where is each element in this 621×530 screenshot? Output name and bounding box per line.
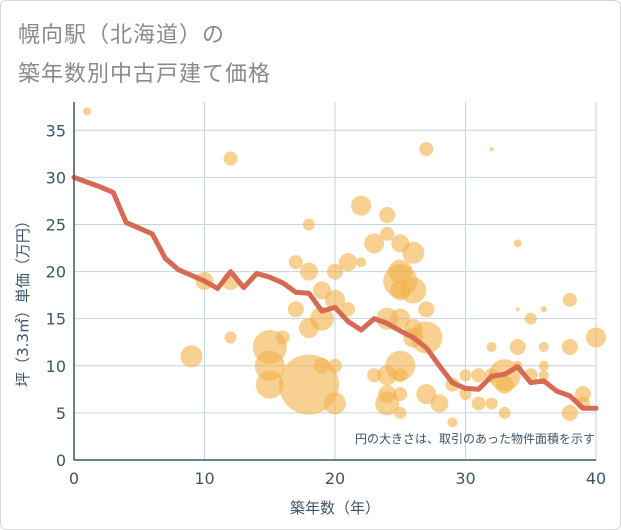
bubble-point (367, 368, 382, 383)
bubble-point (538, 341, 549, 352)
y-tick-label: 10 (46, 357, 66, 376)
bubble-point (313, 357, 330, 374)
chart-title-line-1: 幌向駅（北海道）の (18, 23, 226, 48)
bubble-point (561, 338, 578, 355)
bubble-point (378, 385, 397, 404)
y-tick-label: 30 (46, 168, 66, 187)
bubble-point (223, 151, 238, 166)
bubble-point (391, 234, 410, 253)
bubble-point (416, 384, 437, 405)
size-annotation: 円の大きさは、取引のあった物件面積を示す (355, 431, 595, 446)
bubble-point (393, 387, 408, 402)
bubble-point (302, 218, 315, 231)
x-tick-label: 20 (325, 469, 345, 488)
bubble-point (328, 358, 342, 373)
bubble-point (515, 307, 520, 312)
bubble-point (224, 331, 237, 344)
bubble-point (489, 147, 494, 152)
bubble-point (524, 312, 537, 325)
bubble-point (351, 195, 372, 216)
bubble-point (486, 341, 497, 352)
bubble-point (562, 292, 577, 307)
bubble-point (586, 327, 606, 348)
bubble-point (356, 257, 367, 268)
bubble-point (339, 253, 358, 272)
bubble-point (538, 370, 549, 381)
bubble-point (377, 365, 398, 386)
bubble-point (180, 345, 203, 368)
bubble-point (364, 233, 385, 254)
chart-title-line-2: 築年数別中古戸建て価格 (18, 62, 272, 87)
y-tick-label: 15 (46, 310, 66, 329)
bubble-point (459, 369, 472, 382)
bubble-point (341, 302, 356, 317)
bubble-point (540, 306, 547, 313)
bubble-point (393, 368, 408, 383)
x-tick-label: 40 (586, 469, 606, 488)
bubble-point (83, 107, 92, 116)
x-tick-label: 0 (69, 469, 79, 488)
bubble-point (298, 318, 319, 339)
y-tick-label: 0 (56, 451, 66, 470)
bubble-point (288, 255, 303, 270)
y-tick-label: 35 (46, 121, 66, 140)
x-axis-label: 築年数（年） (290, 499, 380, 517)
bubble-point (498, 406, 511, 419)
bubble-point (255, 370, 284, 399)
axes: 0 10 20 30 40 0 5 10 15 20 25 30 35 (46, 102, 606, 488)
average-price-line (71, 174, 599, 411)
bubble-point (447, 417, 458, 428)
x-tick-label: 10 (194, 469, 214, 488)
bubble-point (418, 301, 435, 318)
bubble-point (287, 301, 304, 318)
bubble-point (390, 280, 411, 301)
bubble-point (471, 396, 486, 411)
bubble-point (419, 142, 434, 157)
bubble-point (325, 289, 345, 310)
bubble-point (380, 226, 395, 241)
bubble-point (275, 330, 290, 345)
bubble-point (390, 308, 411, 329)
bubble-point (538, 360, 549, 371)
y-tick-label: 5 (56, 404, 66, 423)
bubble-point (299, 262, 318, 281)
bubble-point (485, 397, 498, 410)
bubble-point (324, 392, 346, 415)
bubble-point (388, 259, 413, 284)
bubble-point (430, 394, 449, 413)
bubble-point (379, 207, 396, 224)
y-tick-label: 20 (46, 263, 66, 282)
bubble-point (561, 404, 578, 421)
bubble-point (312, 281, 331, 300)
y-tick-label: 25 (46, 215, 66, 234)
bubble-point (495, 375, 514, 394)
y-axis-label: 坪（3.3㎡）単価（万円） (14, 213, 32, 387)
bubble-point (394, 406, 407, 419)
x-tick-label: 30 (455, 469, 475, 488)
average-line-series (71, 174, 599, 411)
bubble-point (327, 263, 343, 280)
grid (74, 102, 597, 460)
bubble-point (509, 338, 526, 355)
bubble-point (471, 368, 486, 383)
bubble-point (513, 239, 522, 248)
